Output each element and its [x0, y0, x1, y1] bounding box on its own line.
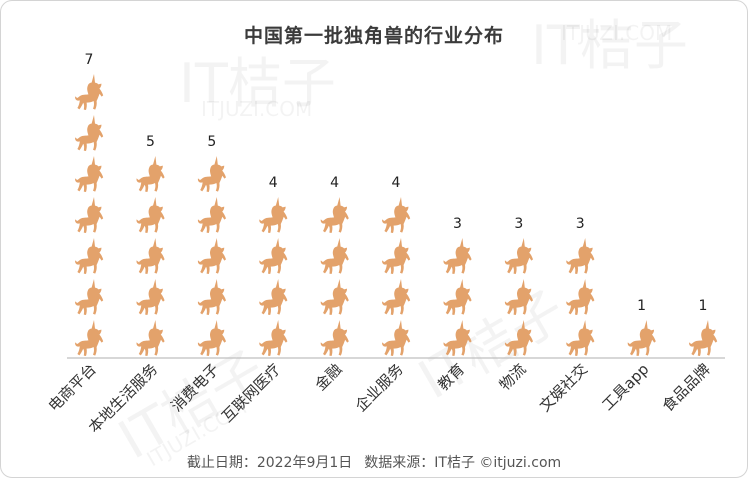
unicorn-icon [75, 197, 104, 233]
chart-title: 中国第一批独角兽的行业分布 [243, 26, 504, 47]
bar-9 [566, 238, 595, 356]
unicorn-icon [197, 238, 226, 274]
data-label: 3 [576, 216, 585, 232]
category-label: 工具app [599, 360, 653, 414]
unicorn-icon [443, 279, 472, 315]
unicorn-icon [504, 279, 533, 315]
category-label: 文娱社交 [536, 360, 591, 415]
unicorn-icon [382, 320, 411, 356]
data-label: 3 [453, 216, 462, 232]
unicorn-icon [136, 279, 165, 315]
category-label: 金融 [311, 360, 345, 394]
unicorn-icon [259, 197, 288, 233]
bar-6 [382, 197, 411, 356]
unicorn-icon [197, 320, 226, 356]
data-label: 3 [514, 216, 523, 232]
unicorn-icon [382, 279, 411, 315]
unicorn-icon [627, 320, 656, 356]
unicorn-icon [320, 320, 349, 356]
category-label: 互联网医疗 [218, 360, 284, 426]
unicorn-icon [320, 238, 349, 274]
bar-4 [259, 197, 288, 356]
category-label: 食品品牌 [659, 360, 714, 415]
unicorn-icon [320, 279, 349, 315]
unicorn-icon [382, 238, 411, 274]
unicorn-icon [75, 115, 104, 151]
bar-1 [75, 74, 104, 356]
bar-5 [320, 197, 349, 356]
data-label: 7 [85, 52, 94, 68]
unicorn-icon [259, 279, 288, 315]
data-label: 5 [207, 134, 216, 150]
unicorn-icon [443, 238, 472, 274]
unicorn-icon [566, 320, 595, 356]
unicorn-icon [136, 238, 165, 274]
unicorn-icon [136, 320, 165, 356]
unicorn-icon [382, 197, 411, 233]
unicorn-icon [566, 238, 595, 274]
chart-footer: 截止日期：2022年9月1日 数据来源：IT桔子 ©itjuzi.com [1, 452, 747, 472]
unicorn-icon [75, 279, 104, 315]
category-label: 教育 [434, 360, 468, 394]
data-source: 数据来源：IT桔子 ©itjuzi.com [364, 455, 562, 471]
unicorn-icon [136, 156, 165, 192]
unicorn-icon [443, 320, 472, 356]
unicorn-icon [75, 156, 104, 192]
unicorn-icon [504, 320, 533, 356]
cutoff-date: 截止日期：2022年9月1日 [186, 455, 353, 471]
unicorn-icon [75, 238, 104, 274]
bar-3 [197, 156, 226, 356]
unicorn-icon [689, 320, 718, 356]
data-label: 4 [269, 175, 278, 191]
category-label: 企业服务 [352, 360, 407, 415]
category-label: 电商平台 [45, 360, 100, 415]
bar-10 [627, 320, 656, 356]
bar-11 [689, 320, 718, 356]
bar-8 [504, 238, 533, 356]
bar-7 [443, 238, 472, 356]
unicorn-icon [197, 279, 226, 315]
data-label: 5 [146, 134, 155, 150]
unicorn-icon [136, 197, 165, 233]
bar-2 [136, 156, 165, 356]
chart-bars: 7 5 5 4 4 4 3 3 3 1 1 [75, 52, 718, 356]
unicorn-icon [259, 320, 288, 356]
category-label: 物流 [496, 360, 530, 394]
unicorn-icon [504, 238, 533, 274]
category-label: 消费电子 [167, 360, 222, 415]
data-label: 4 [330, 175, 339, 191]
data-label: 1 [637, 298, 646, 314]
unicorn-icon [320, 197, 349, 233]
unicorn-icon [197, 156, 226, 192]
data-label: 4 [392, 175, 401, 191]
unicorn-icon [75, 320, 104, 356]
data-label: 1 [699, 298, 708, 314]
unicorn-icon [566, 279, 595, 315]
unicorn-icon [197, 197, 226, 233]
unicorn-icon [259, 238, 288, 274]
unicorn-icon [75, 74, 104, 110]
